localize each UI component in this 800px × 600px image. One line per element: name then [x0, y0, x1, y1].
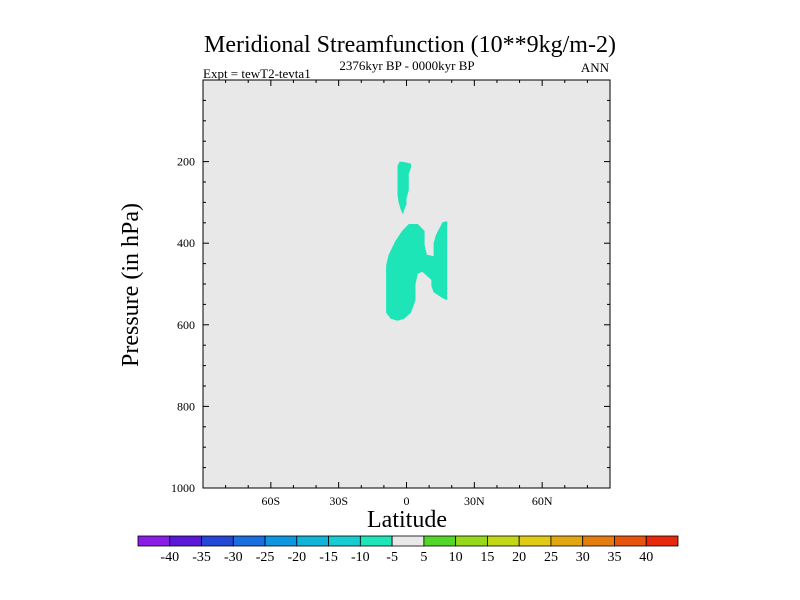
colorbar-label: 15: [480, 550, 494, 565]
colorbar-label: -15: [319, 550, 338, 565]
colorbar-label: -30: [224, 550, 243, 565]
colorbar: -40 -35 -30 -25 -20 -15 -10 -5 5 10 15 20 25 30 35 40: [137, 535, 679, 565]
colorbar-box: [201, 535, 234, 547]
colorbar-box: [582, 535, 615, 547]
colorbar-box: [645, 535, 679, 547]
colorbar-label: -40: [160, 550, 179, 565]
x-tick-label: 30N: [464, 494, 485, 508]
colorbar-label: 10: [449, 550, 463, 565]
subtitle-center: 2376kyr BP - 0000kyr BP: [339, 58, 474, 73]
colorbar-label: 40: [639, 550, 653, 565]
x-tick-label: 30S: [329, 494, 348, 508]
colorbar-label: -5: [386, 550, 398, 565]
subtitle-right: ANN: [581, 60, 610, 75]
contour-regions: [386, 161, 448, 321]
x-tick-label: 0: [404, 494, 410, 508]
colorbar-box: [391, 535, 425, 547]
y-axis-label: Pressure (in hPa): [118, 203, 144, 367]
colorbar-box: [518, 535, 552, 547]
axis-ticks: 60S 30S 0 30N 60N 200 400 600 800 1000: [171, 79, 611, 508]
y-tick-label: 1000: [171, 481, 195, 495]
colorbar-box: [423, 535, 457, 547]
colorbar-label: 30: [576, 550, 590, 565]
x-tick-label: 60N: [532, 494, 553, 508]
colorbar-box: [455, 535, 488, 547]
y-tick-label: 600: [177, 318, 195, 332]
contour-region-main-cell: [386, 221, 448, 321]
colorbar-label: 35: [607, 550, 621, 565]
y-tick-label: 200: [177, 155, 195, 169]
colorbar-box: [232, 535, 266, 547]
colorbar-label: 20: [512, 550, 526, 565]
colorbar-label: 5: [420, 550, 427, 565]
subtitle-left: Expt = tewT2-tevta1: [203, 66, 311, 81]
colorbar-box: [328, 535, 361, 547]
colorbar-label: 25: [544, 550, 558, 565]
chart-title: Meridional Streamfunction (10**9kg/m-2): [204, 32, 616, 58]
y-tick-label: 400: [177, 236, 195, 250]
x-tick-label: 60S: [261, 494, 280, 508]
colorbar-label: -35: [192, 550, 211, 565]
colorbar-label: -10: [351, 550, 370, 565]
colorbar-label: -25: [256, 550, 275, 565]
colorbar-box: [359, 535, 393, 547]
colorbar-box: [169, 535, 202, 547]
contour-region-upper-cell: [397, 161, 411, 215]
colorbar-box: [264, 535, 298, 547]
colorbar-box: [137, 535, 171, 547]
colorbar-box: [296, 535, 329, 547]
colorbar-box: [487, 535, 520, 547]
colorbar-box: [550, 535, 584, 547]
x-axis-label: Latitude: [367, 507, 447, 533]
y-tick-label: 800: [177, 399, 195, 413]
colorbar-box: [614, 535, 647, 547]
colorbar-label: -20: [287, 550, 306, 565]
